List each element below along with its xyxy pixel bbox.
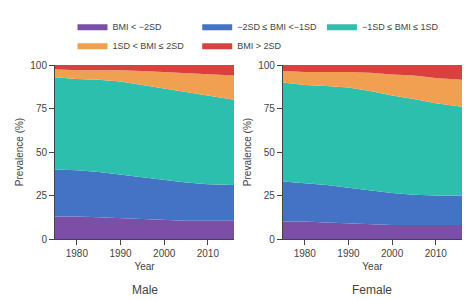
svg-text:−1SD ≤ BMI ≤ 1SD: −1SD ≤ BMI ≤ 1SD [362,22,439,32]
svg-text:75: 75 [264,103,276,114]
svg-text:Prevalence (%): Prevalence (%) [14,118,25,186]
svg-text:Year: Year [362,261,383,272]
svg-text:1990: 1990 [109,248,132,259]
svg-text:Female: Female [352,283,392,297]
svg-text:1SD < BMI ≤ 2SD: 1SD < BMI ≤ 2SD [113,41,185,51]
svg-text:50: 50 [264,147,276,158]
svg-text:25: 25 [264,190,276,201]
svg-text:0: 0 [41,234,47,245]
svg-text:BMI > 2SD: BMI > 2SD [237,41,281,51]
svg-text:100: 100 [258,60,275,71]
svg-text:2010: 2010 [197,248,220,259]
svg-text:75: 75 [36,103,48,114]
svg-text:1980: 1980 [294,248,317,259]
svg-text:2010: 2010 [425,248,448,259]
svg-text:100: 100 [30,60,47,71]
svg-text:1980: 1980 [66,248,89,259]
svg-text:0: 0 [269,234,275,245]
svg-text:2000: 2000 [381,248,404,259]
svg-text:25: 25 [36,190,48,201]
svg-text:BMI < −2SD: BMI < −2SD [113,22,163,32]
svg-text:Year: Year [134,261,155,272]
svg-text:50: 50 [36,147,48,158]
svg-text:1990: 1990 [337,248,360,259]
svg-text:Prevalence (%): Prevalence (%) [242,118,253,186]
svg-text:Male: Male [132,283,158,297]
svg-text:−2SD ≤ BMI <−1SD: −2SD ≤ BMI <−1SD [237,22,317,32]
svg-text:2000: 2000 [153,248,176,259]
